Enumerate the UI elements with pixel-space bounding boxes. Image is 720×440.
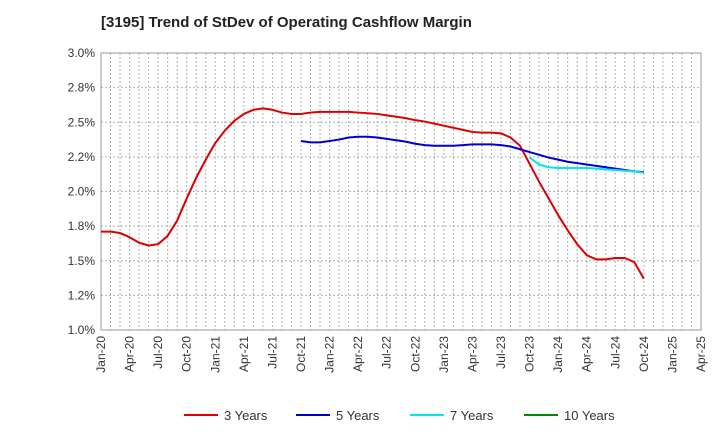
x-tick-label: Jan-23 — [437, 336, 451, 373]
y-axis: 1.0% 1.2% 1.5% 1.8% 2.0% 2.2% 2.5% 2.8% 3.0% — [68, 46, 96, 337]
x-tick-label: Apr-23 — [465, 336, 479, 372]
x-tick-label: Oct-20 — [180, 336, 194, 372]
y-tick-label: 1.2% — [68, 288, 96, 302]
x-tick-label: Jan-20 — [94, 336, 108, 373]
x-tick-label: Jul-23 — [494, 336, 508, 369]
legend: 3 Years 5 Years 7 Years 10 Years — [184, 408, 615, 423]
series-line-7-years — [528, 156, 645, 174]
legend-label: 10 Years — [564, 408, 615, 423]
x-tick-label: Apr-24 — [580, 336, 594, 372]
x-tick-label: Apr-25 — [694, 336, 708, 372]
x-tick-label: Jan-25 — [665, 336, 679, 373]
x-axis: Jan-20 Apr-20 Jul-20 Oct-20 Jan-21 Apr-21 Jul-… — [94, 336, 708, 373]
x-tick-label: Jan-21 — [208, 336, 222, 373]
series-layer — [101, 107, 645, 280]
x-tick-label: Oct-22 — [408, 336, 422, 372]
chart-title: [3195] Trend of StDev of Operating Cashf… — [101, 14, 472, 31]
y-tick-label: 2.5% — [68, 115, 96, 129]
x-tick-label: Jan-22 — [323, 336, 337, 373]
x-tick-label: Oct-21 — [294, 336, 308, 372]
x-tick-label: Jul-24 — [608, 336, 622, 369]
x-tick-label: Apr-21 — [237, 336, 251, 372]
y-tick-label: 1.8% — [68, 219, 96, 233]
grid — [100, 52, 702, 331]
x-tick-label: Jan-24 — [551, 336, 565, 373]
x-tick-label: Apr-20 — [123, 336, 137, 372]
y-tick-label: 2.8% — [68, 81, 96, 95]
x-tick-label: Apr-22 — [351, 336, 365, 372]
y-tick-label: 3.0% — [68, 46, 96, 60]
y-tick-label: 1.0% — [68, 323, 96, 337]
x-tick-label: Jul-21 — [265, 336, 279, 369]
series-line-5-years — [300, 135, 644, 174]
x-tick-label: Jul-20 — [151, 336, 165, 369]
legend-label: 5 Years — [336, 408, 380, 423]
x-tick-label: Oct-24 — [637, 336, 651, 372]
x-tick-label: Jul-22 — [380, 336, 394, 369]
y-tick-label: 2.2% — [68, 150, 96, 164]
x-tick-label: Oct-23 — [523, 336, 537, 372]
legend-label: 3 Years — [224, 408, 268, 423]
series-line-3-years — [101, 107, 645, 280]
plot-frame — [100, 52, 702, 331]
y-tick-label: 2.0% — [68, 185, 96, 199]
y-tick-label: 1.5% — [68, 254, 96, 268]
legend-label: 7 Years — [450, 408, 494, 423]
